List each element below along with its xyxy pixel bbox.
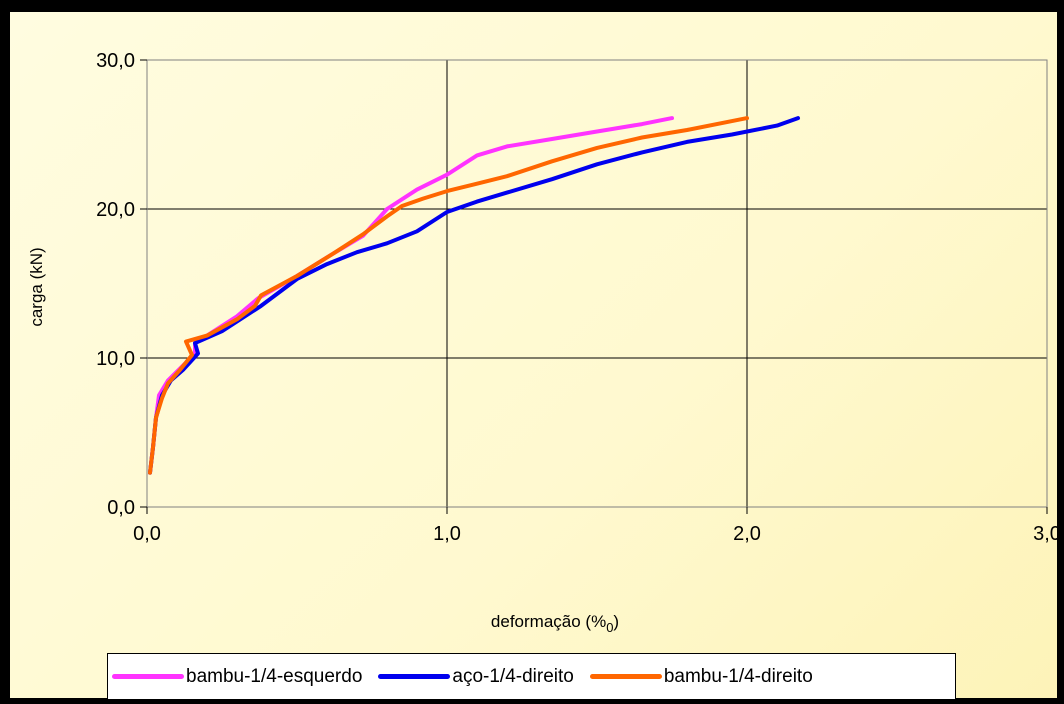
legend-label: aço-1/4-direito	[452, 665, 574, 687]
x-tick-label: 3,0	[1033, 523, 1057, 545]
legend-swatch	[112, 674, 184, 679]
legend-label: bambu-1/4-esquerdo	[186, 665, 363, 687]
legend-item-bambu-direito: bambu-1/4-direito	[586, 666, 813, 688]
legend-swatch	[589, 674, 662, 679]
y-tick-label: 30,0	[96, 50, 135, 72]
legend-item-bambu-esquerdo: bambu-1/4-esquerdo	[108, 666, 362, 688]
line-chart: 0,010,020,030,0 0,0 1,0 2,0 3,0 carga (kN) …	[27, 50, 1057, 635]
legend-label: bambu-1/4-direito	[663, 665, 813, 687]
series-line-1	[148, 116, 800, 475]
y-tick-label: 0,0	[107, 497, 135, 519]
y-axis-label: carga (kN)	[27, 247, 46, 326]
legend-item-aco-direito: aço-1/4-direito	[374, 665, 574, 688]
chart-frame: 0,0 10,0 20,0 30,0 0,0 1,0 2,0 3,0 carga (kN) …	[8, 10, 1059, 700]
series-lines	[148, 116, 800, 475]
x-tick-label: 1,0	[433, 523, 461, 545]
x-tick-label: 0,0	[133, 523, 161, 545]
legend: bambu-1/4-esquerdo aço-1/4-direito bambu…	[107, 653, 956, 700]
y-axis-ticks: 0,0 10,0 20,0 30,0	[96, 50, 147, 519]
legend-swatch	[378, 674, 451, 679]
x-axis-label: deformação (%0)	[491, 612, 619, 635]
series-line-0	[148, 116, 674, 475]
y-tick-label: 10,0	[96, 348, 135, 370]
x-tick-label: 2,0	[733, 523, 761, 545]
series-line-2	[148, 116, 749, 475]
x-axis-ticks: 0,0 1,0 2,0 3,0	[133, 507, 1057, 545]
y-tick-label: 20,0	[96, 199, 135, 221]
plot-area	[146, 59, 1048, 508]
